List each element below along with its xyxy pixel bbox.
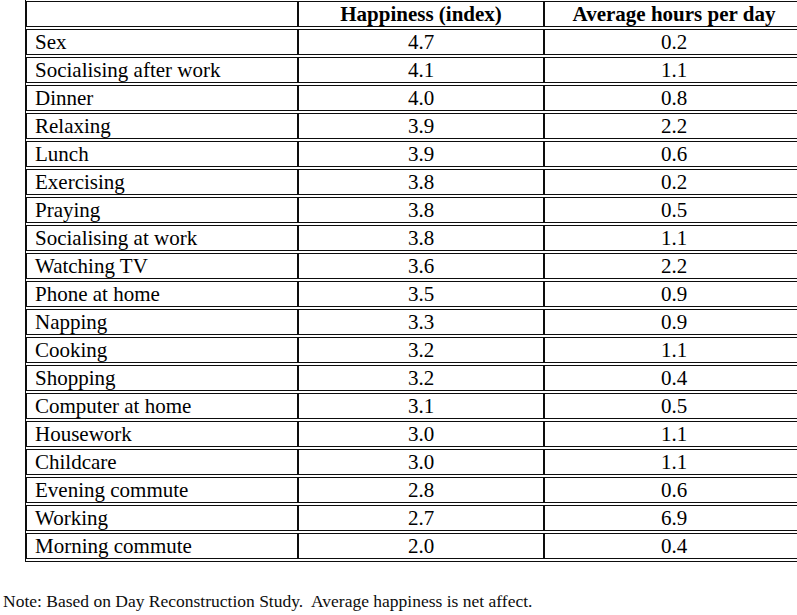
header-average-hours: Average hours per day [544, 1, 797, 27]
happiness-value: 4.0 [298, 85, 544, 111]
hours-value: 0.2 [544, 29, 797, 55]
hours-value: 0.4 [544, 365, 797, 391]
table-row: Working2.76.9 [26, 505, 797, 531]
table-row: Napping3.30.9 [26, 309, 797, 335]
table-row: Sex4.70.2 [26, 29, 797, 55]
activity-label: Watching TV [26, 253, 298, 279]
activity-label: Socialising after work [26, 57, 298, 83]
happiness-value: 3.2 [298, 365, 544, 391]
table-row: Socialising after work4.11.1 [26, 57, 797, 83]
activity-label: Exercising [26, 169, 298, 195]
table-row: Dinner4.00.8 [26, 85, 797, 111]
activity-label: Sex [26, 29, 298, 55]
table-row: Exercising3.80.2 [26, 169, 797, 195]
happiness-value: 2.8 [298, 477, 544, 503]
hours-value: 0.6 [544, 141, 797, 167]
happiness-value: 2.0 [298, 533, 544, 559]
hours-value: 2.2 [544, 113, 797, 139]
hours-value: 1.1 [544, 57, 797, 83]
table-row: Relaxing3.92.2 [26, 113, 797, 139]
activity-label: Socialising at work [26, 225, 298, 251]
activity-label: Shopping [26, 365, 298, 391]
happiness-value: 3.5 [298, 281, 544, 307]
activity-label: Lunch [26, 141, 298, 167]
hours-value: 1.1 [544, 337, 797, 363]
table-row: Watching TV3.62.2 [26, 253, 797, 279]
table-row: Computer at home3.10.5 [26, 393, 797, 419]
hours-value: 0.9 [544, 309, 797, 335]
activity-label: Evening commute [26, 477, 298, 503]
activity-label: Dinner [26, 85, 298, 111]
table-row: Praying3.80.5 [26, 197, 797, 223]
happiness-value: 3.0 [298, 421, 544, 447]
header-happiness-index: Happiness (index) [298, 1, 544, 27]
header-row: Happiness (index) Average hours per day [26, 1, 797, 27]
hours-value: 0.4 [544, 533, 797, 559]
table-body: Sex4.70.2Socialising after work4.11.1Din… [26, 29, 797, 559]
table-row: Childcare3.01.1 [26, 449, 797, 475]
activity-label: Napping [26, 309, 298, 335]
happiness-value: 2.7 [298, 505, 544, 531]
table-note: Note: Based on Day Reconstruction Study.… [3, 590, 532, 612]
happiness-value: 3.9 [298, 113, 544, 139]
activity-label: Housework [26, 421, 298, 447]
happiness-value: 3.9 [298, 141, 544, 167]
happiness-value: 3.8 [298, 169, 544, 195]
hours-value: 0.5 [544, 197, 797, 223]
hours-value: 6.9 [544, 505, 797, 531]
hours-value: 1.1 [544, 225, 797, 251]
happiness-value: 4.1 [298, 57, 544, 83]
happiness-value: 4.7 [298, 29, 544, 55]
table-row: Phone at home3.50.9 [26, 281, 797, 307]
activities-table-wrap: Happiness (index) Average hours per day … [25, 0, 797, 562]
activity-label: Working [26, 505, 298, 531]
header-activity [26, 1, 298, 27]
table-row: Morning commute2.00.4 [26, 533, 797, 559]
hours-value: 0.8 [544, 85, 797, 111]
hours-value: 1.1 [544, 421, 797, 447]
happiness-value: 3.8 [298, 225, 544, 251]
happiness-value: 3.3 [298, 309, 544, 335]
table-row: Evening commute2.80.6 [26, 477, 797, 503]
activity-label: Childcare [26, 449, 298, 475]
happiness-value: 3.6 [298, 253, 544, 279]
table-row: Socialising at work3.81.1 [26, 225, 797, 251]
hours-value: 0.9 [544, 281, 797, 307]
hours-value: 0.6 [544, 477, 797, 503]
happiness-value: 3.2 [298, 337, 544, 363]
hours-value: 0.5 [544, 393, 797, 419]
table-row: Cooking3.21.1 [26, 337, 797, 363]
activity-label: Praying [26, 197, 298, 223]
activity-label: Phone at home [26, 281, 298, 307]
activity-label: Morning commute [26, 533, 298, 559]
happiness-value: 3.8 [298, 197, 544, 223]
happiness-value: 3.1 [298, 393, 544, 419]
table-row: Housework3.01.1 [26, 421, 797, 447]
activity-label: Relaxing [26, 113, 298, 139]
hours-value: 2.2 [544, 253, 797, 279]
activity-label: Computer at home [26, 393, 298, 419]
table-row: Lunch3.90.6 [26, 141, 797, 167]
activities-table: Happiness (index) Average hours per day … [25, 0, 797, 562]
hours-value: 0.2 [544, 169, 797, 195]
hours-value: 1.1 [544, 449, 797, 475]
activity-label: Cooking [26, 337, 298, 363]
table-row: Shopping3.20.4 [26, 365, 797, 391]
happiness-value: 3.0 [298, 449, 544, 475]
